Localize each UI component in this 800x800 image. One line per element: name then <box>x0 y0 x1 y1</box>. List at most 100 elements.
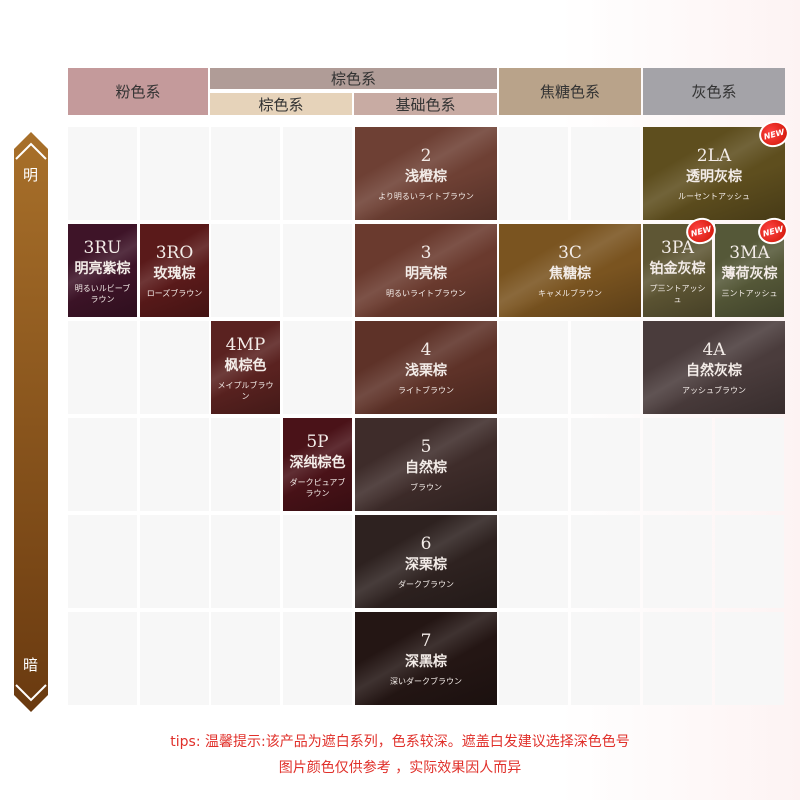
swatch-code: 3PA <box>661 237 694 258</box>
swatch-japanese-name: ローズブラウン <box>146 289 203 298</box>
swatch-name: 玫瑰棕 <box>153 266 196 282</box>
swatch-japanese-name: ダークブラウン <box>398 580 454 589</box>
empty-cell <box>140 127 209 220</box>
swatch-code: 5 <box>420 437 432 457</box>
empty-cell <box>68 321 137 414</box>
scale-arrow-icon <box>14 132 48 712</box>
empty-cell <box>715 612 784 705</box>
swatch-4a[interactable]: 4A 自然灰棕 アッシュブラウン <box>643 321 785 414</box>
empty-cell <box>715 418 784 511</box>
swatch-name: 铂金灰棕 <box>649 260 706 277</box>
swatch-name: 深黑棕 <box>405 654 447 670</box>
swatch-japanese-name: キャメルブラウン <box>538 289 602 298</box>
empty-cell <box>68 418 137 511</box>
swatch-3ru[interactable]: 3RU 明亮紫棕 明るいルビーブラウン <box>68 224 137 317</box>
header-pink: 粉色系 <box>68 68 208 115</box>
empty-cell <box>283 321 352 414</box>
brightness-scale: 明 暗 <box>14 132 48 712</box>
empty-cell <box>283 515 352 608</box>
empty-cell <box>68 515 137 608</box>
header-caramel: 焦糖色系 <box>499 68 641 115</box>
swatch-japanese-name: アッシュブラウン <box>682 386 746 395</box>
swatch-code: 5P <box>306 431 329 452</box>
empty-cell <box>283 224 352 317</box>
swatch-japanese-name: ダークピュアブラウン <box>289 477 346 498</box>
swatch-name: 枫棕色 <box>224 357 267 374</box>
swatch-4mp[interactable]: 4MP 枫棕色 メイプルブラウン <box>211 321 280 414</box>
empty-cell <box>571 321 640 414</box>
empty-cell <box>715 515 784 608</box>
empty-cell <box>643 418 712 511</box>
empty-cell <box>283 127 352 220</box>
empty-cell <box>643 612 712 705</box>
empty-cell <box>140 418 209 511</box>
swatch-japanese-name: プ三ントアッシュ <box>649 283 706 304</box>
swatch-name: 明亮棕 <box>405 266 447 282</box>
swatch-6[interactable]: 6 深栗棕 ダークブラウン <box>355 515 497 608</box>
empty-cell <box>211 612 280 705</box>
empty-cell <box>571 515 640 608</box>
swatch-3c[interactable]: 3C 焦糖棕 キャメルブラウン <box>499 224 641 317</box>
empty-cell <box>140 515 209 608</box>
swatch-code: 6 <box>420 534 432 554</box>
swatch-name: 自然棕 <box>405 460 447 476</box>
swatch-code: 2 <box>420 146 432 166</box>
swatch-japanese-name: ライトブラウン <box>398 386 454 395</box>
swatch-code: 3MA <box>729 243 770 263</box>
swatch-code: 3RO <box>155 243 194 263</box>
empty-cell <box>140 612 209 705</box>
empty-cell <box>499 515 568 608</box>
tips-line-1: tips: 温馨提示:该产品为遮白系列，色系较深。遮盖白发建议选择深色色号 <box>170 734 630 750</box>
swatch-japanese-name: 深いダークブラウン <box>390 677 462 686</box>
swatch-code: 4A <box>702 340 726 360</box>
swatch-3ma[interactable]: 3MA 薄荷灰棕 三ントアッシュ <box>715 224 784 317</box>
swatch-code: 2LA <box>696 146 732 166</box>
empty-cell <box>499 321 568 414</box>
swatch-name: 深纯棕色 <box>289 454 346 471</box>
swatch-3[interactable]: 3 明亮棕 明るいライトブラウン <box>355 224 497 317</box>
empty-cell <box>211 224 280 317</box>
header-basic: 基础色系 <box>354 93 497 115</box>
empty-cell <box>211 127 280 220</box>
swatch-japanese-name: ルーセントアッシュ <box>678 192 750 201</box>
swatch-code: 3RU <box>83 237 122 258</box>
swatch-7[interactable]: 7 深黑棕 深いダークブラウン <box>355 612 497 705</box>
empty-cell <box>283 612 352 705</box>
swatch-name: 透明灰棕 <box>686 169 742 185</box>
swatch-5p[interactable]: 5P 深纯棕色 ダークピュアブラウン <box>283 418 352 511</box>
swatch-name: 浅橙棕 <box>405 169 447 185</box>
swatch-name: 薄荷灰棕 <box>721 266 778 282</box>
swatch-4[interactable]: 4 浅栗棕 ライトブラウン <box>355 321 497 414</box>
swatch-code: 4MP <box>225 334 266 355</box>
empty-cell <box>140 321 209 414</box>
swatch-name: 浅栗棕 <box>405 363 447 379</box>
empty-cell <box>499 418 568 511</box>
swatch-name: 自然灰棕 <box>686 363 742 379</box>
empty-cell <box>499 127 568 220</box>
empty-cell <box>68 127 137 220</box>
swatch-japanese-name: 三ントアッシュ <box>721 289 778 298</box>
empty-cell <box>571 127 640 220</box>
swatch-3ro[interactable]: 3RO 玫瑰棕 ローズブラウン <box>140 224 209 317</box>
empty-cell <box>643 515 712 608</box>
empty-cell <box>68 612 137 705</box>
scale-light-label: 明 <box>23 166 39 184</box>
swatch-code: 7 <box>420 631 432 651</box>
empty-cell <box>571 418 640 511</box>
swatch-name: 明亮紫棕 <box>74 260 131 277</box>
swatch-5[interactable]: 5 自然棕 ブラウン <box>355 418 497 511</box>
swatch-name: 焦糖棕 <box>549 266 591 282</box>
header-brown: 棕色系 <box>210 68 497 89</box>
swatch-name: 深栗棕 <box>405 557 447 573</box>
header-gray: 灰色系 <box>643 68 785 115</box>
swatch-japanese-name: より明るいライトブラウン <box>378 192 474 201</box>
empty-cell <box>211 515 280 608</box>
swatch-japanese-name: ブラウン <box>410 483 442 492</box>
scale-dark-label: 暗 <box>23 656 39 674</box>
empty-cell <box>499 612 568 705</box>
swatch-code: 4 <box>420 340 432 360</box>
empty-cell <box>211 418 280 511</box>
tips-line-2: 图片颜色仅供参考 ，实际效果因人而异 <box>278 760 522 776</box>
swatch-2[interactable]: 2 浅橙棕 より明るいライトブラウン <box>355 127 497 220</box>
swatch-japanese-name: メイプルブラウン <box>217 380 274 401</box>
